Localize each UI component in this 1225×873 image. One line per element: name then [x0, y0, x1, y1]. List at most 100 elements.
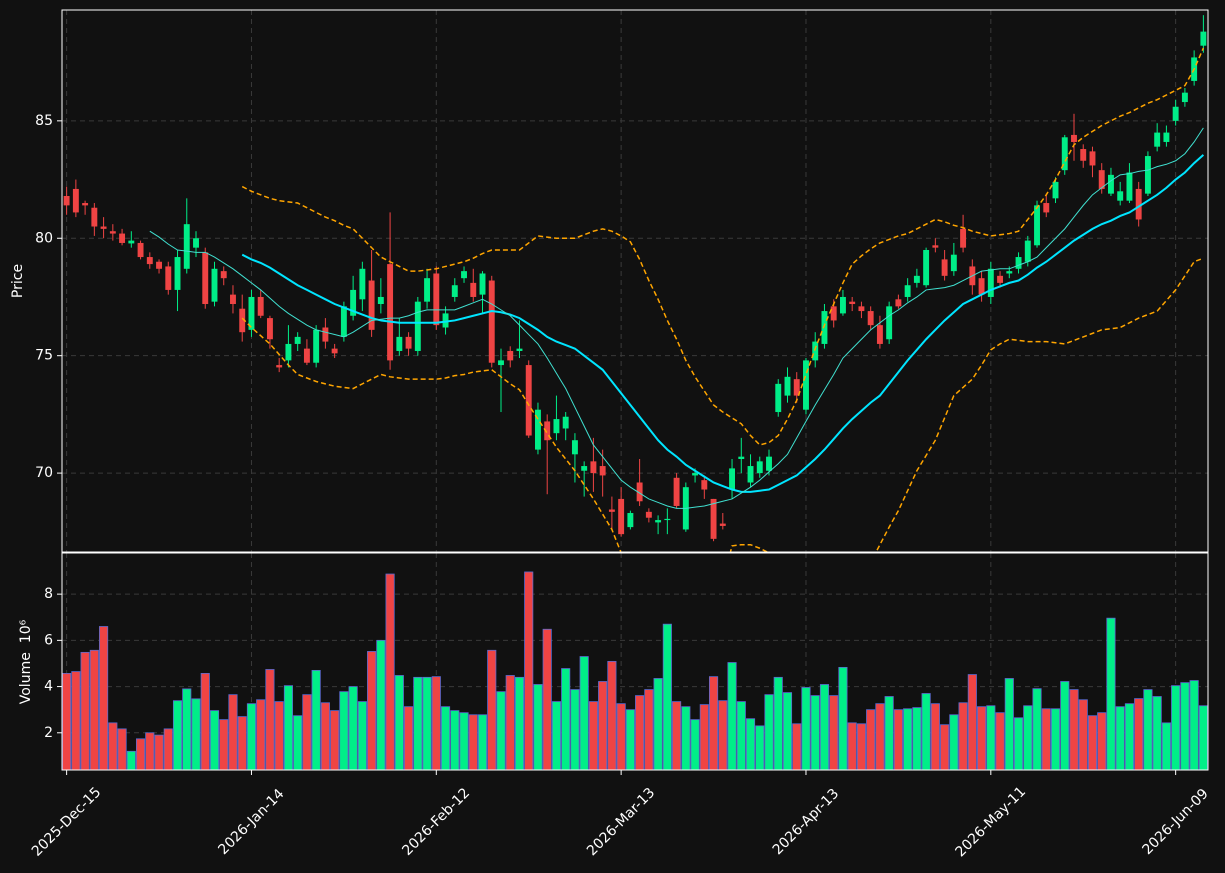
volume-bar [1152, 696, 1162, 771]
candle-body [230, 294, 236, 305]
volume-bar [62, 673, 72, 771]
candle-body [285, 343, 292, 361]
volume-bar [986, 705, 996, 771]
volume-bar [505, 675, 515, 771]
candle-body [738, 456, 745, 460]
candle-body [1080, 149, 1087, 161]
volume-bar [940, 724, 950, 771]
volume-bar [468, 714, 478, 771]
volume-bar [80, 651, 90, 771]
candle-body [193, 238, 199, 248]
candle-body [313, 329, 320, 363]
volume-bar [1198, 705, 1208, 771]
y-axis-label: Price [10, 264, 26, 298]
candle-body [673, 477, 680, 506]
volume-bar [607, 660, 617, 771]
candle-body [784, 376, 791, 396]
candle-body [174, 257, 181, 290]
candle-body [571, 440, 578, 455]
volume-bar [561, 668, 571, 771]
candle-body [331, 348, 338, 354]
candle-body [812, 341, 819, 361]
candle-body [239, 308, 246, 333]
volume-bar [163, 728, 173, 771]
volume-bar [801, 687, 811, 771]
volume-bar [736, 701, 746, 771]
volume-bar [99, 626, 109, 771]
volume-bar [995, 712, 1005, 771]
volume-bar [579, 656, 589, 771]
volume-bar [570, 689, 580, 771]
candle-body [294, 336, 301, 344]
candle-body [424, 278, 431, 302]
candle-body [183, 224, 190, 269]
candle-body [1126, 172, 1133, 201]
volume-bar [672, 701, 682, 771]
candle-body [1135, 188, 1142, 220]
volume-bar [829, 695, 839, 771]
candle-body [692, 473, 699, 476]
candle-body [941, 259, 948, 276]
candle-body [636, 482, 643, 502]
volume-bar [330, 710, 340, 771]
candle-body [553, 419, 560, 434]
volume-bar [1106, 617, 1116, 771]
candle-body [858, 306, 865, 312]
volume-bar [1171, 685, 1181, 771]
volume-bar [893, 709, 903, 771]
volume-bar [1041, 708, 1051, 771]
candle-body [535, 409, 541, 450]
volume-bar [838, 666, 848, 771]
candle-body [525, 365, 532, 436]
candle-body [1071, 134, 1077, 142]
volume-bar [265, 669, 275, 771]
volume-bar [912, 707, 922, 771]
volume-bar [1069, 689, 1079, 771]
candle-body [340, 306, 347, 337]
volume-bar [404, 706, 414, 771]
volume-bar [533, 684, 543, 771]
volume-bar [311, 669, 321, 771]
volume-bar [228, 694, 238, 771]
volume-bar [1115, 706, 1125, 771]
volume-bar [1134, 698, 1144, 771]
indicator-line [241, 154, 1205, 493]
volume-bar [172, 700, 183, 771]
y-tick-label: 8 [44, 586, 53, 602]
volume-bar [681, 706, 691, 771]
candle-body [618, 498, 625, 535]
volume-bar [921, 693, 931, 771]
volume-bar [764, 694, 774, 771]
candle-body [211, 268, 218, 302]
candle-body [220, 271, 227, 279]
candle-body [1163, 132, 1170, 142]
candle-body [461, 271, 467, 279]
candle-body [137, 242, 144, 258]
candle-body [599, 466, 606, 476]
candle-body [257, 296, 264, 316]
candle-body [202, 252, 209, 305]
candle-body [719, 523, 726, 526]
volume-bar [1124, 703, 1135, 771]
candle-body [91, 207, 98, 227]
candle-body [109, 231, 116, 234]
candle-body [479, 273, 486, 295]
volume-bar [422, 676, 432, 771]
volume-bar [376, 639, 386, 771]
candle-body [433, 273, 440, 326]
volume-bar [348, 686, 358, 771]
volume-bar [135, 738, 146, 771]
candle-body [276, 365, 283, 368]
volume-bar [126, 750, 136, 771]
indicator-line [149, 127, 1204, 509]
volume-bar [930, 703, 940, 771]
volume-bar [1189, 680, 1199, 771]
volume-bar [108, 722, 118, 771]
volume-bar [357, 701, 367, 771]
volume-bar [200, 673, 210, 771]
volume-bar [819, 684, 830, 771]
volume-bar [450, 710, 460, 771]
volume-bar [182, 688, 192, 771]
volume-bar [413, 676, 423, 771]
candle-body [507, 350, 514, 361]
